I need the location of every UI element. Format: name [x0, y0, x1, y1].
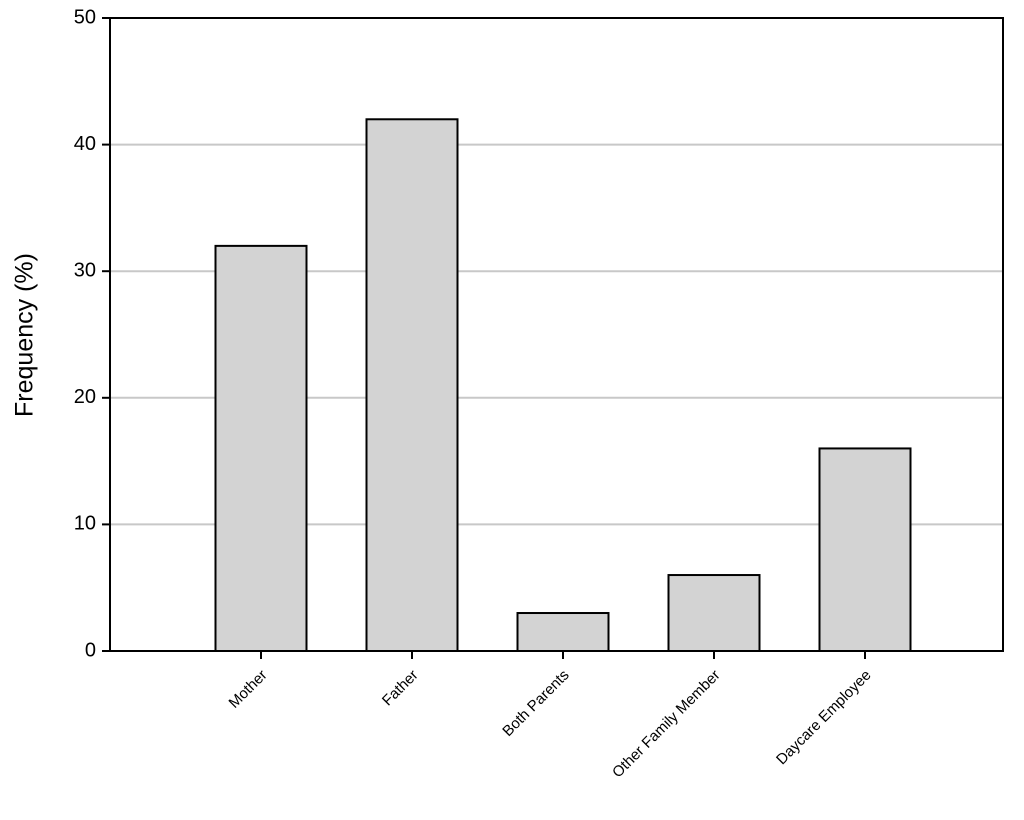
bar: [667, 574, 761, 652]
bar: [818, 447, 912, 652]
x-tick-label: Both Parents: [499, 667, 572, 740]
y-tick-label: 30: [74, 259, 96, 281]
bar: [516, 612, 610, 653]
y-tick-label: 0: [85, 639, 96, 661]
bar: [365, 118, 459, 652]
bar: [214, 244, 308, 652]
x-tick-label: Other Family Member: [609, 667, 724, 782]
plot-frame: [109, 17, 1004, 652]
y-tick-label: 40: [74, 133, 96, 155]
y-tick-label: 50: [74, 6, 96, 28]
y-tick-label: 10: [74, 513, 96, 535]
x-tick-label: Daycare Employee: [773, 667, 875, 769]
x-tick-label: Father: [379, 667, 422, 710]
y-axis-title: Frequency (%): [11, 253, 39, 417]
x-tick-label: Mother: [226, 667, 271, 712]
y-tick-label: 20: [74, 386, 96, 408]
